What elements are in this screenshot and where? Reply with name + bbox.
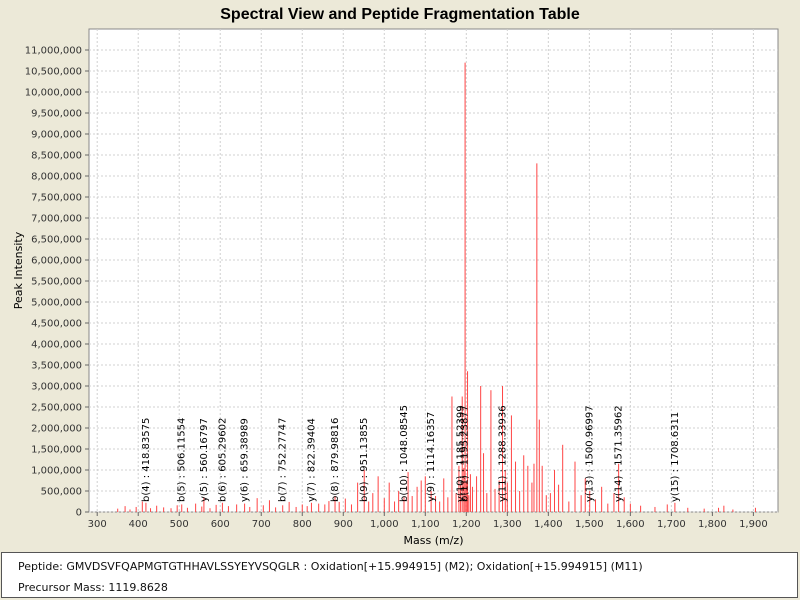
fragment-label: b(10) : 1048.08545	[399, 405, 410, 502]
fragment-label: b(8) : 879.98816	[330, 418, 341, 502]
x-tick-label: 1,800	[698, 519, 727, 530]
y-tick-label: 10,000,000	[25, 88, 82, 99]
y-tick-label: 8,500,000	[31, 151, 82, 162]
fragment-label: y(6) : 659.38989	[240, 418, 251, 502]
x-tick-label: 600	[211, 519, 230, 530]
x-axis-label: Mass (m/z)	[404, 534, 464, 547]
x-tick-label: 1,500	[575, 519, 604, 530]
fragment-label: y(11) : 1288.33936	[498, 405, 509, 502]
x-tick-label: 1,900	[739, 519, 768, 530]
x-tick-label: 1,600	[616, 519, 645, 530]
x-tick-label: 900	[334, 519, 353, 530]
y-tick-label: 2,500,000	[31, 403, 82, 414]
y-tick-label: 9,500,000	[31, 109, 82, 120]
y-tick-label: 9,000,000	[31, 130, 82, 141]
y-tick-label: 2,000,000	[31, 424, 82, 435]
fragment-label: b(4) : 418.83575	[141, 418, 152, 502]
x-tick-label: 1,200	[452, 519, 481, 530]
peptide-sequence: Peptide: GMVDSVFQAPMGTGTHHAVLSSYEYVSQGLR…	[18, 560, 643, 573]
x-tick-label: 1,300	[493, 519, 522, 530]
fragment-label: b(5) : 506.11554	[177, 418, 188, 502]
fragment-label: y(9) : 1114.16357	[426, 412, 437, 502]
y-tick-label: 4,000,000	[31, 340, 82, 351]
y-tick-label: 5,500,000	[31, 277, 82, 288]
fragment-label: y(13) : 1500.96997	[585, 405, 596, 502]
y-tick-label: 10,500,000	[25, 67, 82, 78]
y-axis-label: Peak Intensity	[12, 231, 25, 309]
chart-title: Spectral View and Peptide Fragmentation …	[220, 6, 580, 23]
y-tick-label: 11,000,000	[25, 46, 82, 57]
x-tick-label: 1,000	[370, 519, 399, 530]
fragment-label: b(9) : 951.13855	[359, 418, 370, 502]
y-tick-label: 0	[76, 508, 82, 519]
x-tick-label: 800	[293, 519, 312, 530]
peptide-info-panel: Peptide: GMVDSVFQAPMGTGTHHAVLSSYEYVSQGLR…	[1, 552, 798, 598]
plot-area	[88, 28, 779, 513]
x-tick-label: 1,400	[534, 519, 563, 530]
y-tick-label: 6,500,000	[31, 235, 82, 246]
x-tick-label: 500	[170, 519, 189, 530]
peak-series	[117, 62, 756, 512]
fragment-label: b(6) : 605.29602	[217, 418, 228, 502]
y-tick-label: 7,000,000	[31, 214, 82, 225]
y-tick-label: 1,000,000	[31, 466, 82, 477]
x-axis: 300 400 500 600 700 800 900 1,000 1,100 1,200 1,30…	[88, 512, 768, 530]
y-tick-label: 5,000,000	[31, 298, 82, 309]
grid-lines	[89, 29, 778, 513]
y-tick-label: 4,500,000	[31, 319, 82, 330]
y-axis: 0 500,000 1,000,000 1,500,000 2,000,000 2,500…	[25, 46, 89, 519]
fragment-label: y(7) : 822.39404	[306, 418, 317, 502]
fragment-label: y(10) : 1185.52399	[455, 405, 466, 502]
fragment-annotations: b(4) : 418.83575 b(5) : 506.11554 y(5) : 5…	[141, 405, 681, 502]
y-tick-label: 3,000,000	[31, 382, 82, 393]
fragment-label: b(11) : 1195.23877	[459, 405, 470, 502]
precursor-mass: Precursor Mass: 1119.8628	[18, 581, 168, 594]
y-tick-label: 7,500,000	[31, 193, 82, 204]
x-tick-label: 300	[88, 519, 107, 530]
fragment-label: y(5) : 560.16797	[199, 418, 210, 502]
fragment-label: b(7) : 752.27747	[278, 418, 289, 502]
y-tick-label: 500,000	[41, 487, 82, 498]
x-tick-label: 1,100	[411, 519, 440, 530]
fragment-label: y(14) : 1571.35962	[614, 405, 625, 502]
fragment-label: y(15) : 1708.6311	[670, 412, 681, 502]
x-tick-label: 400	[129, 519, 148, 530]
y-tick-label: 8,000,000	[31, 172, 82, 183]
x-tick-label: 1,700	[657, 519, 686, 530]
x-tick-label: 700	[252, 519, 271, 530]
y-tick-label: 3,500,000	[31, 361, 82, 372]
y-tick-label: 1,500,000	[31, 445, 82, 456]
spectrum-chart: Spectral View and Peptide Fragmentation …	[12, 6, 779, 547]
y-tick-label: 6,000,000	[31, 256, 82, 267]
